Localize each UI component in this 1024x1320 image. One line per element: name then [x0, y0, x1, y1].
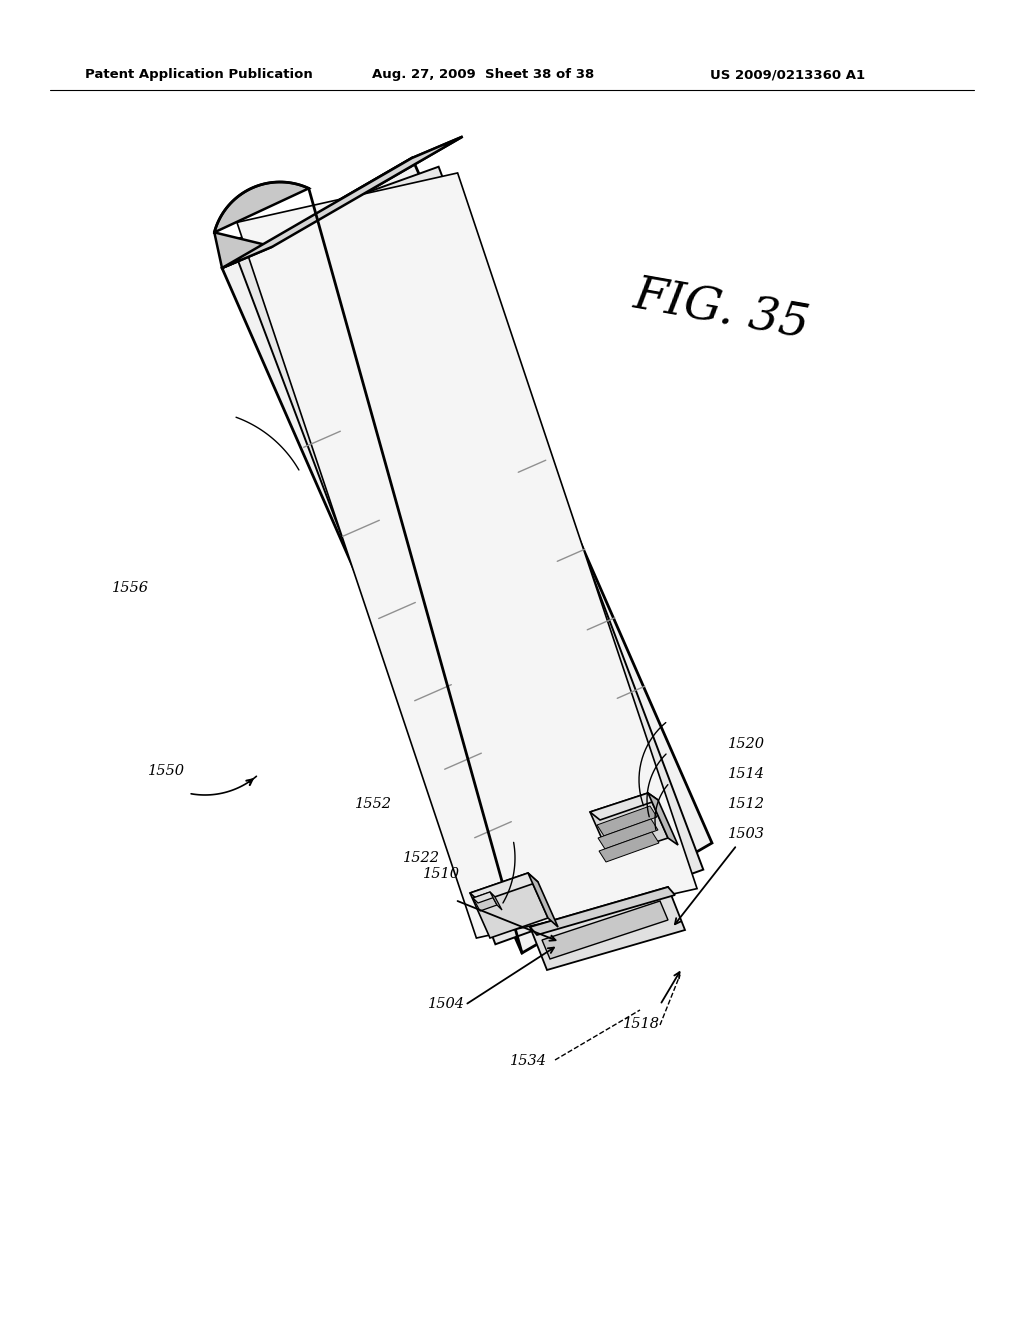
- Text: 1556: 1556: [112, 581, 150, 595]
- Polygon shape: [590, 793, 658, 820]
- Polygon shape: [230, 166, 703, 944]
- Polygon shape: [528, 873, 558, 927]
- Polygon shape: [237, 173, 697, 939]
- Text: 1520: 1520: [728, 737, 765, 751]
- Text: 1503: 1503: [728, 828, 765, 841]
- Polygon shape: [222, 136, 463, 268]
- Text: 1514: 1514: [728, 767, 765, 781]
- Text: US 2009/0213360 A1: US 2009/0213360 A1: [710, 69, 865, 81]
- Polygon shape: [473, 892, 497, 911]
- Text: Aug. 27, 2009  Sheet 38 of 38: Aug. 27, 2009 Sheet 38 of 38: [372, 69, 594, 81]
- Polygon shape: [599, 832, 659, 862]
- Polygon shape: [214, 182, 309, 268]
- Polygon shape: [530, 887, 685, 970]
- Text: 1522: 1522: [403, 851, 440, 865]
- Text: 1504: 1504: [428, 997, 465, 1011]
- Polygon shape: [598, 818, 658, 849]
- Polygon shape: [470, 873, 538, 902]
- Polygon shape: [222, 136, 463, 268]
- Polygon shape: [590, 793, 668, 857]
- Text: Patent Application Publication: Patent Application Publication: [85, 69, 312, 81]
- Polygon shape: [597, 807, 657, 836]
- Polygon shape: [490, 892, 502, 909]
- Polygon shape: [648, 793, 678, 845]
- Polygon shape: [473, 892, 495, 903]
- Polygon shape: [542, 902, 668, 960]
- Text: 1512: 1512: [728, 797, 765, 810]
- Text: 1518: 1518: [623, 1016, 660, 1031]
- Polygon shape: [222, 158, 712, 953]
- Text: FIG. 35: FIG. 35: [630, 272, 813, 347]
- Text: 1510: 1510: [423, 867, 460, 880]
- Text: 1534: 1534: [510, 1053, 547, 1068]
- Text: 1552: 1552: [355, 797, 392, 810]
- Polygon shape: [470, 873, 548, 939]
- Polygon shape: [530, 887, 675, 935]
- Text: 1550: 1550: [148, 764, 185, 777]
